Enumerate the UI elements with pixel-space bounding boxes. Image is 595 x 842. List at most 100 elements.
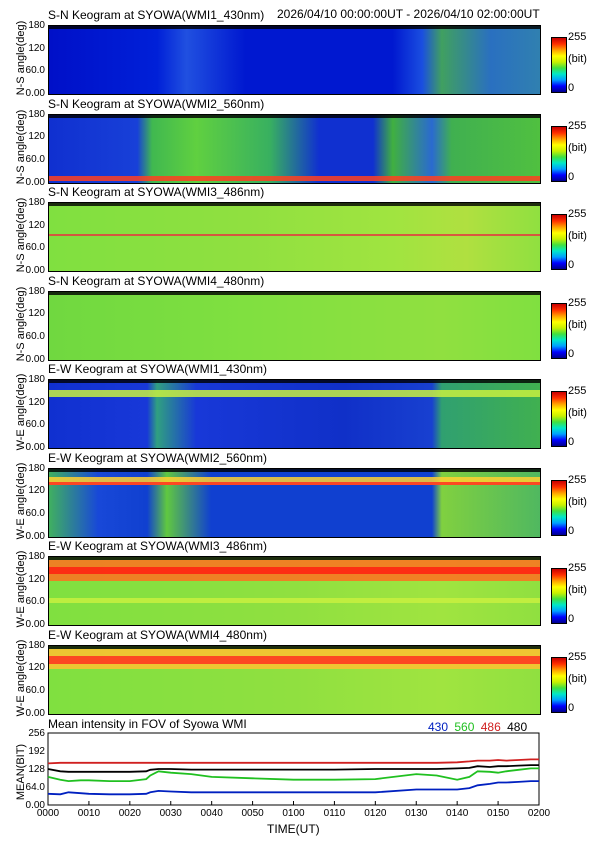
y-tick-label: 64.0 bbox=[25, 782, 45, 793]
keogram-band bbox=[49, 655, 540, 664]
keogram-ytick: 120 bbox=[28, 219, 45, 231]
keogram-ytick: 60.0 bbox=[25, 242, 45, 254]
keogram-ytick: 180 bbox=[28, 639, 45, 651]
keogram-image bbox=[48, 113, 541, 184]
keogram-ytick: 60.0 bbox=[25, 419, 45, 431]
y-tick-label: 128 bbox=[28, 764, 45, 775]
keogram-band bbox=[49, 175, 540, 182]
colorbar-max: 255 bbox=[568, 31, 587, 43]
colorbar-min: 0 bbox=[568, 524, 575, 537]
keogram-ytick: 0.00 bbox=[25, 88, 45, 99]
colorbar-min: 0 bbox=[568, 82, 575, 94]
x-tick-label: 0120 bbox=[364, 808, 387, 819]
colorbar bbox=[551, 214, 567, 270]
colorbar-unit: (bit) bbox=[568, 53, 587, 65]
keogram-ytick: 120 bbox=[28, 396, 45, 408]
legend: 430 560 486 480 bbox=[428, 720, 527, 734]
keogram-title: S-N Keogram at SYOWA(WMI2_560nm) bbox=[48, 96, 265, 111]
colorbar-max: 255 bbox=[568, 473, 587, 486]
colorbar-max: 255 bbox=[568, 385, 587, 397]
keogram-image bbox=[48, 467, 541, 538]
colorbar-min: 0 bbox=[568, 170, 575, 183]
colorbar-max: 255 bbox=[568, 562, 587, 574]
keogram-top-edge bbox=[49, 26, 540, 29]
keogram-top-edge bbox=[49, 203, 540, 206]
keogram-top-edge bbox=[49, 380, 540, 383]
keogram-image bbox=[48, 644, 541, 715]
x-tick-label: 0030 bbox=[159, 808, 182, 819]
legend-486: 486 bbox=[480, 720, 501, 734]
colorbar bbox=[551, 479, 567, 536]
colorbar-unit: (bit) bbox=[568, 495, 587, 508]
keogram-ytick: 0.00 bbox=[25, 353, 45, 365]
x-tick-label: 0150 bbox=[486, 808, 510, 819]
colorbar-min: 0 bbox=[568, 613, 575, 625]
x-tick-label: 0020 bbox=[118, 808, 141, 819]
keogram-ytick: 180 bbox=[28, 551, 45, 562]
x-tick-label: 0140 bbox=[446, 808, 469, 819]
keogram-ytick: 180 bbox=[28, 197, 45, 208]
time-range: 2026/04/10 00:00:00UT - 2026/04/10 02:00… bbox=[277, 7, 540, 21]
colorbar-unit: (bit) bbox=[568, 407, 587, 419]
keogram-ytick: 0.00 bbox=[25, 442, 45, 453]
keogram-image bbox=[48, 556, 541, 626]
keogram-top-edge bbox=[49, 114, 540, 118]
colorbar-max: 255 bbox=[568, 650, 587, 663]
keogram-top-edge bbox=[49, 468, 540, 472]
keogram-ytick: 180 bbox=[28, 108, 45, 120]
keogram-ytick: 60.0 bbox=[25, 684, 45, 696]
keogram-image bbox=[48, 202, 541, 272]
colorbar-unit: (bit) bbox=[568, 584, 587, 596]
keogram-image bbox=[48, 25, 541, 95]
keogram-band bbox=[49, 233, 540, 236]
keogram-top-edge bbox=[49, 645, 540, 649]
colorbar-unit: (bit) bbox=[568, 141, 587, 154]
keogram-ytick: 60.0 bbox=[25, 507, 45, 519]
keogram-ytick: 120 bbox=[28, 573, 45, 585]
x-tick-label: 0130 bbox=[405, 808, 428, 819]
colorbar-unit: (bit) bbox=[568, 318, 587, 331]
x-tick-label: 0050 bbox=[241, 808, 264, 819]
keogram-ytick: 0.00 bbox=[25, 707, 45, 719]
keogram-band bbox=[49, 597, 540, 604]
colorbar-min: 0 bbox=[568, 436, 575, 448]
keogram-ytick: 120 bbox=[28, 308, 45, 320]
keogram-top-edge bbox=[49, 557, 540, 560]
colorbar-min: 0 bbox=[568, 347, 575, 360]
legend-480: 480 bbox=[507, 720, 528, 734]
y-tick-label: 0.00 bbox=[25, 800, 45, 811]
colorbar bbox=[551, 37, 567, 93]
keogram-ytick: 0.00 bbox=[25, 176, 45, 188]
keogram-ytick: 60.0 bbox=[25, 65, 45, 77]
x-tick-label: 0010 bbox=[77, 808, 101, 819]
colorbar-max: 255 bbox=[568, 208, 587, 220]
keogram-ytick: 60.0 bbox=[25, 596, 45, 608]
x-tick-label: 0110 bbox=[323, 808, 346, 819]
keogram-band bbox=[49, 476, 540, 485]
keogram-ytick: 180 bbox=[28, 20, 45, 31]
y-tick-label: 256 bbox=[28, 728, 45, 739]
keogram-ytick: 120 bbox=[28, 485, 45, 497]
keogram-title: E-W Keogram at SYOWA(WMI2_560nm) bbox=[48, 450, 267, 465]
legend-430: 430 bbox=[428, 720, 449, 734]
x-tick-label: 0200 bbox=[527, 808, 551, 819]
keogram-ytick: 0.00 bbox=[25, 265, 45, 276]
keogram-title: S-N Keogram at SYOWA(WMI4_480nm) bbox=[48, 273, 265, 288]
keogram-title: E-W Keogram at SYOWA(WMI4_480nm) bbox=[48, 627, 267, 642]
colorbar-unit: (bit) bbox=[568, 672, 587, 685]
colorbar-min: 0 bbox=[568, 259, 575, 271]
keogram-ytick: 0.00 bbox=[25, 530, 45, 542]
keogram-band bbox=[49, 567, 540, 574]
colorbar-min: 0 bbox=[568, 701, 575, 714]
x-tick-label: 0040 bbox=[200, 808, 223, 819]
colorbar-max: 255 bbox=[568, 296, 587, 309]
keogram-title: S-N Keogram at SYOWA(WMI3_486nm) bbox=[48, 185, 265, 199]
mean-panel-title: Mean intensity in FOV of Syowa WMI bbox=[48, 717, 247, 731]
series-line-560 bbox=[47, 767, 539, 783]
x-tick-label: 0100 bbox=[282, 808, 305, 819]
colorbar-unit: (bit) bbox=[568, 230, 587, 242]
mean-panel-xlabel: TIME(UT) bbox=[267, 822, 320, 836]
series-line-480 bbox=[47, 764, 539, 773]
colorbar bbox=[551, 302, 567, 359]
